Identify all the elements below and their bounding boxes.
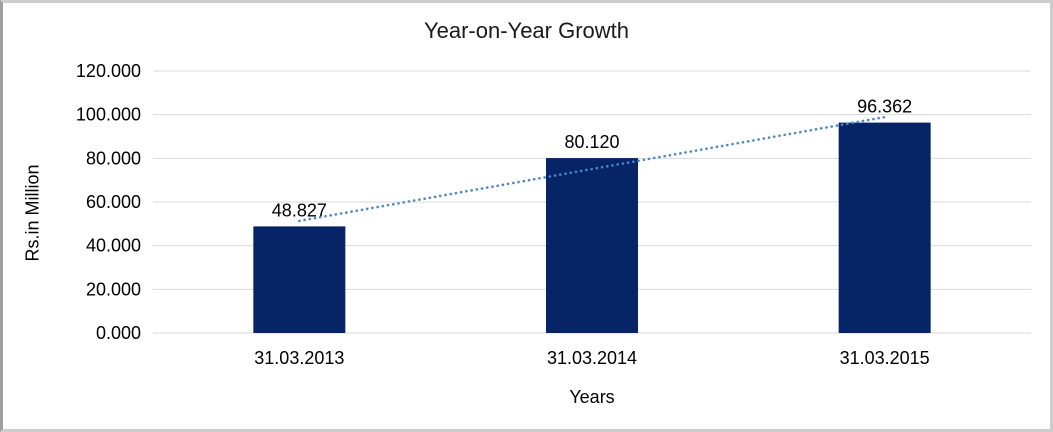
- bar-value-label: 48.827: [272, 200, 327, 220]
- chart-title: Year-on-Year Growth: [423, 18, 630, 43]
- y-tick-label: 120.000: [76, 61, 141, 81]
- y-tick-label: 100.000: [76, 105, 141, 125]
- trendline: [298, 115, 886, 223]
- bar: [253, 226, 346, 333]
- bar: [546, 158, 638, 333]
- x-axis-title: Years: [569, 387, 615, 407]
- y-tick-label: 60.000: [86, 192, 141, 212]
- x-tick-label: 31.03.2015: [840, 348, 930, 368]
- bar-value-label: 96.362: [857, 97, 912, 117]
- y-tick-label: 40.000: [86, 236, 141, 256]
- x-tick-label: 31.03.2013: [254, 348, 344, 368]
- y-tick-label: 0.000: [96, 323, 141, 343]
- plot-area: 0.000 20.000 40.000 60.000 80.000 100.000 120.…: [76, 61, 1031, 368]
- y-tick-label: 20.000: [86, 279, 141, 299]
- bar: [838, 122, 931, 333]
- x-tick-label: 31.03.2014: [547, 348, 637, 368]
- y-tick-label: 80.000: [86, 148, 141, 168]
- bar-value-label: 80.120: [564, 132, 619, 152]
